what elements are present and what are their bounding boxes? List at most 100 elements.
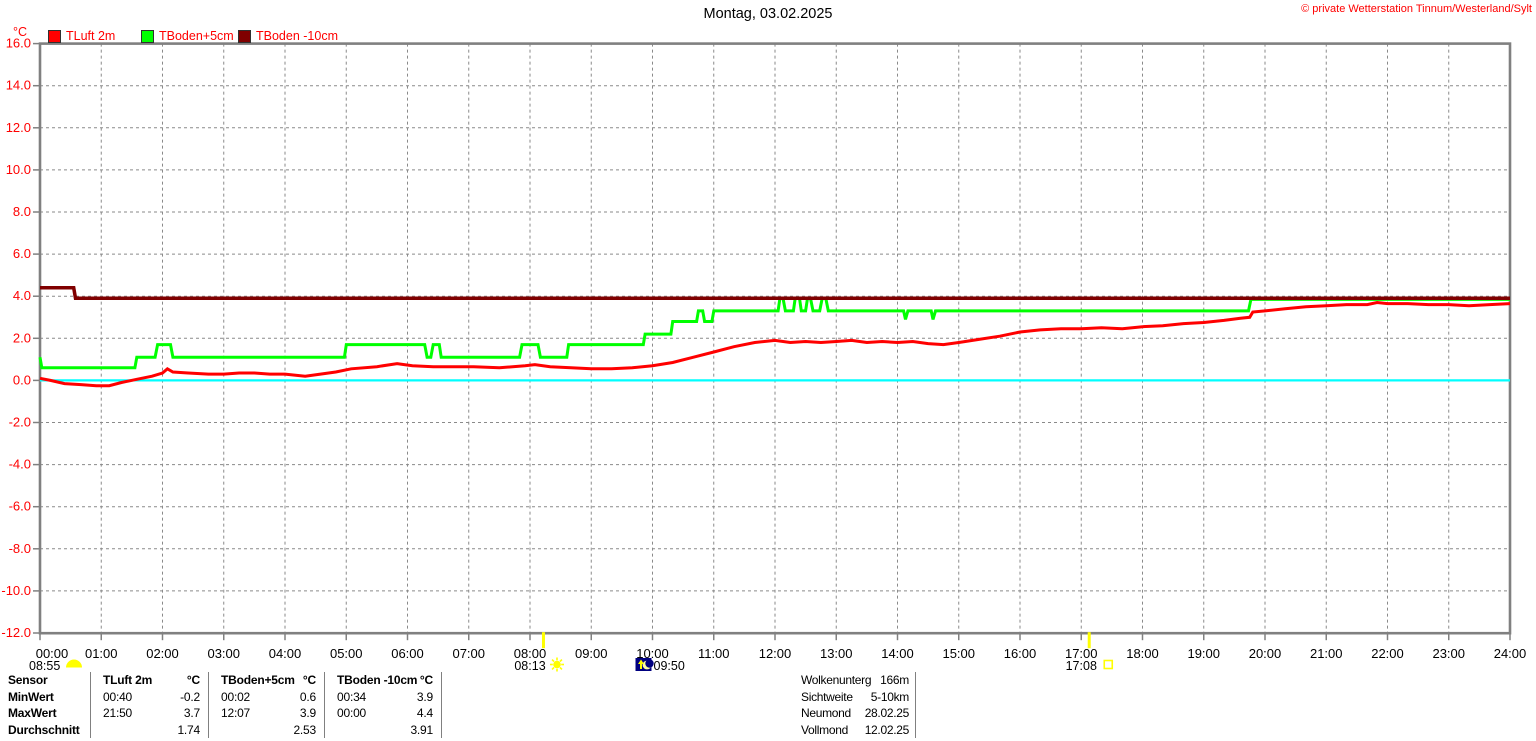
sensor-unit: °C [419, 673, 433, 687]
stats-label-maxwert: MaxWert [8, 706, 57, 721]
x-axis-label: 15:00 [942, 646, 975, 661]
legend-item-tluft: TLuft 2m [48, 29, 115, 43]
sensor-unit: °C [302, 673, 316, 687]
info-row-wolkenuntergrenze: Wolkenunterg 166m [801, 673, 909, 687]
sensor-name: TBoden -10cm [337, 673, 418, 687]
x-axis-label: 16:00 [1004, 646, 1037, 661]
y-axis-label: 8.0 [13, 204, 31, 219]
stats-col-tluft: TLuft 2m °C 00:40 -0.2 21:50 3.7 1.74 [90, 672, 208, 739]
x-axis-label: 14:00 [881, 646, 914, 661]
max-time: 12:07 [221, 706, 251, 721]
legend-swatch-darkred-icon [238, 29, 251, 43]
avg-value: 1.74 [177, 722, 200, 737]
min-value: -0.2 [180, 689, 200, 704]
y-axis-label: -2.0 [9, 415, 31, 430]
x-axis-label: 01:00 [85, 646, 118, 661]
x-axis-label: 22:00 [1371, 646, 1404, 661]
min-value: 0.6 [299, 689, 316, 704]
stats-col-tboden10: TBoden -10cm °C 00:34 3.9 00:00 4.4 3.91 [324, 672, 442, 739]
moonrise-icon [635, 658, 654, 671]
x-axis-label: 00:00 [36, 646, 69, 661]
legend-swatch-red-icon [48, 29, 61, 43]
sun-annotation-text: 09:50 [654, 659, 685, 673]
x-axis-label: 17:00 [1065, 646, 1098, 661]
legend-item-tboden10: TBoden -10cm [238, 29, 338, 43]
y-axis-unit-label: °C [13, 25, 28, 39]
y-axis-label: 14.0 [6, 78, 31, 93]
max-time: 21:50 [103, 706, 133, 721]
y-axis-label: 16.0 [6, 36, 31, 51]
stats-table: Sensor MinWert MaxWert Durchschnitt TLuf… [8, 672, 442, 739]
page-title: Montag, 03.02.2025 [703, 6, 833, 22]
copyright-text: © private Wetterstation Tinnum/Westerlan… [1301, 3, 1532, 15]
min-value: 3.9 [416, 689, 433, 704]
series-line-tboden-5cm [38, 296, 1510, 370]
y-axis-label: -8.0 [9, 541, 31, 556]
y-axis-label: 2.0 [13, 330, 31, 345]
sun-annotation-text: 08:13 [514, 659, 545, 673]
max-value: 3.7 [183, 706, 200, 721]
sensor-name: TLuft 2m [103, 673, 153, 687]
stats-label-durchschnitt: Durchschnitt [8, 722, 80, 737]
y-axis-label: -4.0 [9, 457, 31, 472]
y-axis-label: 10.0 [6, 162, 31, 177]
max-value: 4.4 [416, 706, 433, 721]
celestial-dome-icon [66, 659, 82, 668]
x-axis-label: 24:00 [1494, 646, 1527, 661]
x-axis-label: 06:00 [391, 646, 424, 661]
x-axis-label: 04:00 [269, 646, 302, 661]
y-axis-label: 12.0 [6, 120, 31, 135]
x-axis-label: 23:00 [1432, 646, 1465, 661]
x-axis-label: 02:00 [146, 646, 179, 661]
legend-label: TBoden -10cm [256, 29, 338, 43]
x-axis-label: 07:00 [452, 646, 485, 661]
min-time: 00:40 [103, 689, 133, 704]
x-axis-label: 13:00 [820, 646, 853, 661]
y-axis-label: -12.0 [1, 625, 31, 640]
series-line-tboden-10cm [40, 286, 1510, 301]
max-value: 3.9 [299, 706, 316, 721]
info-row-sichtweite: Sichtweite 5-10km [801, 689, 909, 704]
y-axis-label: 0.0 [13, 372, 31, 387]
x-axis-label: 05:00 [330, 646, 363, 661]
x-axis-label: 11:00 [698, 646, 730, 661]
x-axis-label: 10:00 [636, 646, 669, 661]
x-axis-label: 09:00 [575, 646, 608, 661]
stats-label-sensor: Sensor [8, 673, 48, 687]
info-row-vollmond: Vollmond 12.02.25 [801, 722, 909, 737]
y-axis-label: 6.0 [13, 246, 31, 261]
avg-value: 2.53 [293, 722, 316, 737]
legend-label: TBoden+5cm [159, 29, 234, 43]
sun-annotation-text: 08:55 [29, 659, 60, 673]
sunset-square-icon [1103, 659, 1114, 670]
x-axis-label: 21:00 [1310, 646, 1343, 661]
min-time: 00:34 [337, 689, 367, 704]
max-time: 00:00 [337, 706, 367, 721]
legend-item-tboden5: TBoden+5cm [141, 29, 234, 43]
x-axis-label: 03:00 [207, 646, 240, 661]
x-axis-label: 20:00 [1249, 646, 1282, 661]
y-axis-label: 4.0 [13, 288, 31, 303]
avg-value: 3.91 [410, 722, 433, 737]
legend-swatch-green-icon [141, 29, 154, 43]
stats-label-minwert: MinWert [8, 689, 54, 704]
x-axis-label: 19:00 [1187, 646, 1220, 661]
stats-col-tboden5: TBoden+5cm °C 00:02 0.6 12:07 3.9 2.53 [208, 672, 324, 739]
x-axis-label: 18:00 [1126, 646, 1159, 661]
x-axis-label: 08:00 [514, 646, 547, 661]
series-line-tluft-2m [39, 300, 1511, 388]
sun-icon [550, 657, 564, 672]
sensor-name: TBoden+5cm [221, 673, 295, 687]
legend-label: TLuft 2m [66, 29, 116, 43]
info-panel: Wolkenunterg 166m Sichtweite 5-10km Neumon… [798, 672, 916, 739]
sensor-unit: °C [186, 673, 200, 687]
stats-row-labels: Sensor MinWert MaxWert Durchschnitt [8, 672, 90, 738]
min-time: 00:02 [221, 689, 251, 704]
info-row-neumond: Neumond 28.02.25 [801, 706, 909, 721]
y-axis-label: -6.0 [9, 499, 31, 514]
x-axis-label: 12:00 [759, 646, 792, 661]
y-axis-label: -10.0 [1, 583, 31, 598]
sun-annotation-text: 17:08 [1066, 659, 1097, 673]
